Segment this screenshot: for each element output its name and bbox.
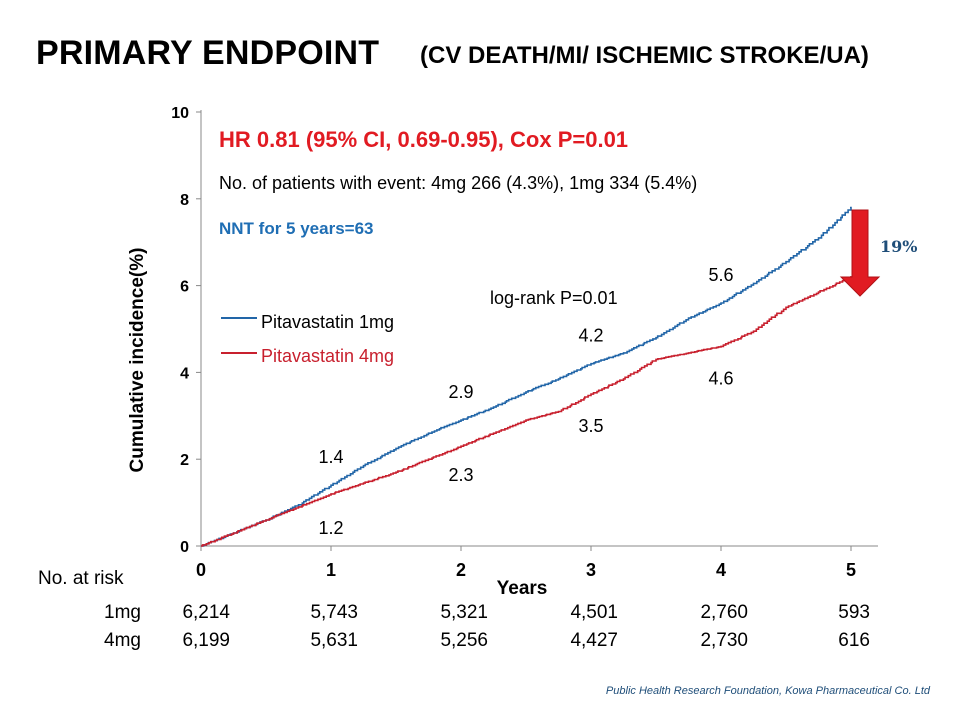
x-tick-label: 0 [196,560,206,580]
risk-value-1mg: 4,501 [570,602,618,623]
risk-value-1mg: 5,321 [440,602,488,623]
page-subtitle: (CV DEATH/MI/ ISCHEMIC STROKE/UA) [420,42,869,69]
footer-credit: Public Health Research Foundation, Kowa … [605,685,930,697]
y-tick-label: 4 [180,365,189,382]
data-label-1mg: 1.4 [318,447,343,467]
data-label-1mg: 2.9 [448,382,473,402]
x-tick-label: 1 [326,560,336,580]
legend-label-4mg: Pitavastatin 4mg [261,346,394,366]
risk-value-1mg: 2,760 [700,602,748,623]
events-annotation: No. of patients with event: 4mg 266 (4.3… [219,173,697,193]
risk-value-1mg: 593 [838,602,870,623]
y-tick-label: 6 [180,279,189,296]
x-tick-label: 5 [846,560,856,580]
data-label-4mg: 4.6 [708,368,733,388]
series-line-4mg [201,276,852,547]
risk-value-4mg: 2,730 [700,630,748,651]
reduction-arrow-icon [839,209,881,297]
data-label-1mg: 5.6 [708,265,733,285]
x-tick-label: 2 [456,560,466,580]
risk-table-header: No. at risk [38,568,124,589]
data-label-1mg: 4.2 [578,326,603,346]
risk-value-4mg: 4,427 [570,630,618,651]
x-tick-label: 3 [586,560,596,580]
series-line-1mg [201,206,852,547]
nnt-annotation: NNT for 5 years=63 [219,219,374,238]
data-label-4mg: 3.5 [578,416,603,436]
risk-row-label-1mg: 1mg [104,602,141,623]
y-tick-label: 0 [180,539,189,556]
y-tick-label: 8 [180,192,189,209]
y-tick-label: 2 [180,452,189,469]
risk-value-4mg: 5,631 [310,630,358,651]
risk-value-1mg: 5,743 [310,602,358,623]
x-tick-label: 4 [716,560,726,580]
y-tick-label: 10 [171,105,189,122]
risk-value-1mg: 6,214 [182,602,230,623]
data-label-4mg: 1.2 [318,518,343,538]
legend-label-1mg: Pitavastatin 1mg [261,312,394,332]
page-title: PRIMARY ENDPOINT [36,34,380,72]
risk-value-4mg: 616 [838,630,870,651]
data-label-4mg: 2.3 [448,465,473,485]
risk-value-4mg: 6,199 [182,630,230,651]
x-axis-label: Years [497,578,548,599]
risk-row-label-4mg: 4mg [104,630,141,651]
y-axis-label: Cumulative incidence(%) [127,248,148,473]
reduction-label: 19% [880,237,917,256]
hr-annotation: HR 0.81 (95% CI, 0.69-0.95), Cox P=0.01 [219,127,628,152]
logrank-annotation: log-rank P=0.01 [490,288,618,308]
risk-value-4mg: 5,256 [440,630,488,651]
